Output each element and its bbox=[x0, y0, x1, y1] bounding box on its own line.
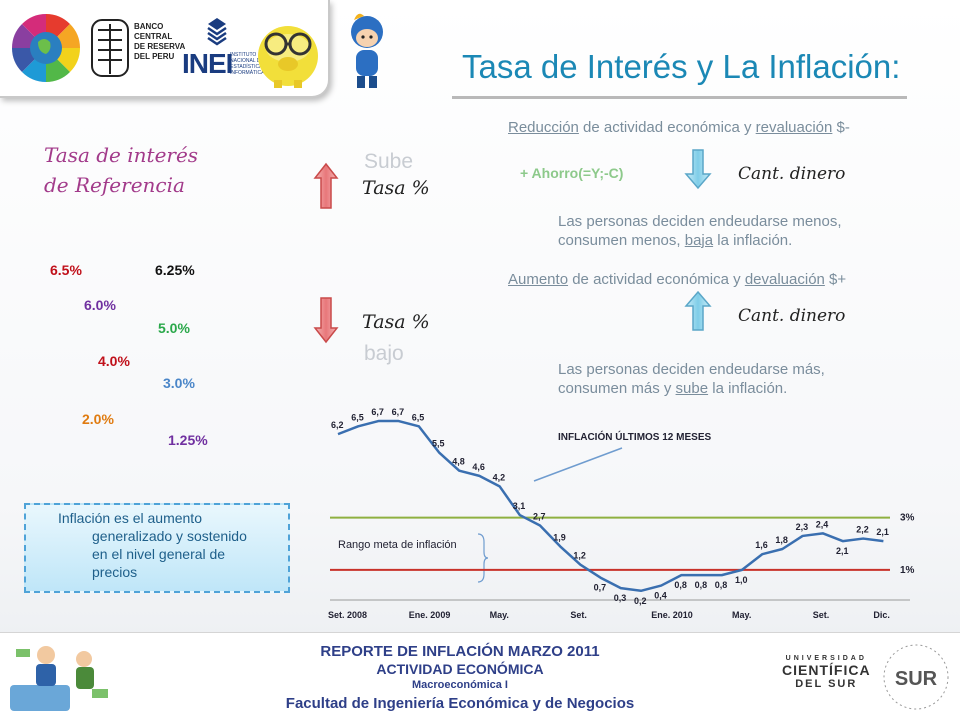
logo-panel: BANCO CENTRAL DE RESERVA DEL PERU INEI I… bbox=[0, 0, 330, 98]
rate-label: 4.0% bbox=[98, 353, 130, 369]
footer-banner: REPORTE DE INFLACIÓN MARZO 2011 ACTIVIDA… bbox=[0, 632, 960, 721]
chart-title: INFLACIÓN ÚLTIMOS 12 MESES bbox=[558, 430, 711, 443]
data-label: 1,2 bbox=[573, 551, 586, 561]
cartoon-character-icon bbox=[351, 13, 383, 88]
inei-logo-text: INEI bbox=[182, 48, 233, 79]
sur-logo-text: SUR bbox=[895, 668, 938, 690]
data-label: 2,7 bbox=[533, 512, 546, 522]
target-range-bracket bbox=[477, 533, 489, 583]
rate-label: 6.5% bbox=[50, 262, 82, 278]
x-tick-label: May. bbox=[490, 610, 509, 620]
data-label: 6,5 bbox=[412, 412, 425, 422]
title-divider bbox=[452, 96, 907, 99]
data-label: 6,7 bbox=[392, 407, 405, 417]
money-quantity-label: Cant. dinero bbox=[738, 164, 846, 184]
data-label: 0,8 bbox=[674, 580, 687, 590]
scenario-reduction-line: Reducción de actividad económica y reval… bbox=[508, 119, 850, 136]
rate-label: 6.0% bbox=[84, 297, 116, 313]
globe-logo bbox=[12, 14, 80, 82]
data-label: 6,7 bbox=[371, 407, 384, 417]
inei-subtext: INSTITUTO NACIONAL DE ESTADÍSTICA E INFO… bbox=[230, 52, 267, 76]
data-label: 5,5 bbox=[432, 438, 445, 448]
chart-callout-line bbox=[533, 447, 623, 482]
rate-label: 2.0% bbox=[82, 411, 114, 427]
data-label: 1,0 bbox=[735, 575, 748, 585]
data-label: 1,8 bbox=[775, 535, 788, 545]
data-label: 4,6 bbox=[472, 462, 485, 472]
inei-emblem bbox=[207, 18, 227, 46]
x-tick-label: Dic. bbox=[873, 610, 890, 620]
arrow-down-blue-icon bbox=[684, 149, 712, 190]
x-tick-label: Ene. 2010 bbox=[651, 610, 693, 620]
data-label: 0,8 bbox=[715, 580, 728, 590]
x-tick-label: Set. 2008 bbox=[328, 610, 367, 620]
data-label: 0,4 bbox=[654, 591, 667, 601]
data-label: 0,2 bbox=[634, 596, 647, 606]
money-quantity-label: Cant. dinero bbox=[738, 306, 846, 326]
sur-logo: SUR bbox=[883, 644, 949, 710]
data-label: 0,3 bbox=[614, 593, 627, 603]
page-title: Tasa de Interés y La Inflación: bbox=[462, 48, 901, 85]
scenario-increase-text: Las personas deciden endeudarse más, con… bbox=[558, 361, 825, 397]
target-range-label: Rango meta de inflación bbox=[338, 539, 457, 551]
data-label: 2,1 bbox=[836, 546, 849, 556]
inflation-chart: INFLACIÓN ÚLTIMOS 12 MESES Rango meta de… bbox=[328, 407, 915, 620]
x-tick-label: Ene. 2009 bbox=[409, 610, 451, 620]
reference-rate-heading: Tasa de interés de Referencia bbox=[44, 143, 199, 197]
data-label: 4,2 bbox=[493, 472, 506, 482]
data-label: 4,8 bbox=[452, 457, 465, 467]
data-label: 2,2 bbox=[856, 525, 869, 535]
rate-label: 3.0% bbox=[163, 375, 195, 391]
footer-topic: ACTIVIDAD ECONÓMICA bbox=[376, 661, 544, 677]
rate-up-label: Tasa % bbox=[362, 177, 430, 199]
x-tick-label: Set. bbox=[570, 610, 587, 620]
arrow-down-icon bbox=[313, 297, 339, 344]
bcrp-text: BANCO CENTRAL DE RESERVA DEL PERU bbox=[134, 22, 186, 61]
data-label: 6,2 bbox=[331, 420, 344, 430]
data-label: 2,3 bbox=[796, 522, 809, 532]
footer-faculty: Facultad de Ingeniería Económica y de Ne… bbox=[285, 695, 635, 712]
scenario-reduction-text: Las personas deciden endeudarse menos, c… bbox=[558, 213, 842, 249]
data-label: 2,1 bbox=[876, 527, 889, 537]
savings-label: + Ahorro(=Y;-C) bbox=[520, 165, 624, 181]
data-label: 1,6 bbox=[755, 540, 768, 550]
arrow-up-icon bbox=[313, 162, 339, 209]
data-label: 6,5 bbox=[351, 412, 364, 422]
inflation-series-line bbox=[337, 419, 884, 593]
rate-down-caption: bajo bbox=[364, 342, 404, 365]
inflation-definition-box: Inflación es el aumento generalizado y s… bbox=[24, 503, 290, 593]
rate-down-label: Tasa % bbox=[362, 311, 430, 333]
rate-label: 6.25% bbox=[155, 262, 195, 278]
rate-label: 1.25% bbox=[168, 432, 208, 448]
data-label: 0,7 bbox=[594, 583, 607, 593]
x-tick-label: Set. bbox=[813, 610, 830, 620]
data-label: 2,4 bbox=[816, 519, 829, 529]
footer-course: Macroeconómica I bbox=[412, 679, 508, 691]
data-label: 0,8 bbox=[695, 580, 708, 590]
bcrp-emblem bbox=[91, 19, 129, 77]
rate-label: 5.0% bbox=[158, 320, 190, 336]
lower-target-label: 1% bbox=[900, 565, 915, 576]
upper-target-label: 3% bbox=[900, 513, 915, 524]
piggy-bank-icon bbox=[258, 26, 318, 88]
university-wordmark: UNIVERSIDAD CIENTÍFICA DEL SUR bbox=[782, 655, 871, 690]
business-people-illustration-icon bbox=[10, 646, 108, 711]
data-label: 3,1 bbox=[513, 501, 526, 511]
rate-up-caption: Sube bbox=[364, 150, 414, 173]
footer-report-title: REPORTE DE INFLACIÓN MARZO 2011 bbox=[320, 643, 600, 660]
data-label: 1,9 bbox=[553, 532, 566, 542]
x-tick-label: May. bbox=[732, 610, 751, 620]
scenario-increase-line: Aumento de actividad económica y devalua… bbox=[508, 271, 847, 288]
arrow-up-blue-icon bbox=[684, 290, 712, 331]
